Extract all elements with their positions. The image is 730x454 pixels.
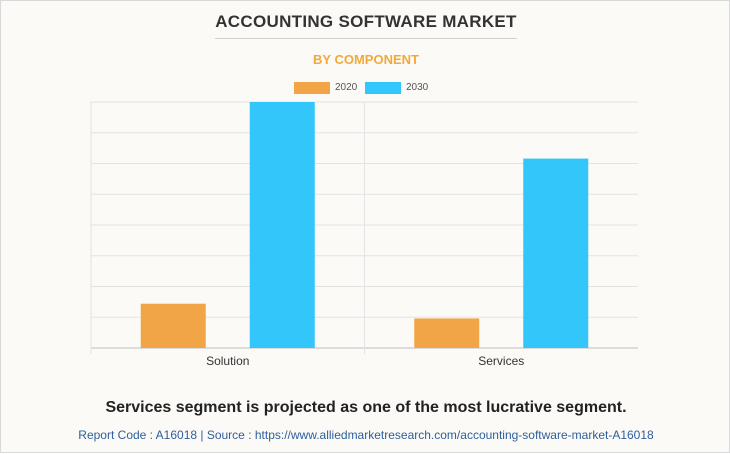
bar-services-2020	[414, 318, 480, 348]
footer-statement: Services segment is projected as one of …	[105, 399, 627, 416]
bar-services-2030	[523, 158, 589, 348]
legend-swatch-2020	[294, 82, 330, 94]
x-tick-label-solution: Solution	[206, 354, 249, 368]
legend-label-2020: 2020	[335, 82, 358, 93]
chart-legend: 2020 2030	[1, 81, 730, 95]
report-source: Report Code : A16018 | Source : https://…	[78, 428, 654, 442]
bar-solution-2020	[140, 303, 206, 348]
bar-solution-2030	[249, 102, 315, 348]
x-tick-label-services: Services	[478, 354, 524, 368]
title-divider	[215, 38, 517, 39]
chart-subtitle: BY COMPONENT	[313, 52, 419, 67]
legend-swatch-2030	[365, 82, 401, 94]
legend-label-2030: 2030	[406, 82, 429, 93]
chart-title: ACCOUNTING SOFTWARE MARKET	[215, 12, 517, 31]
